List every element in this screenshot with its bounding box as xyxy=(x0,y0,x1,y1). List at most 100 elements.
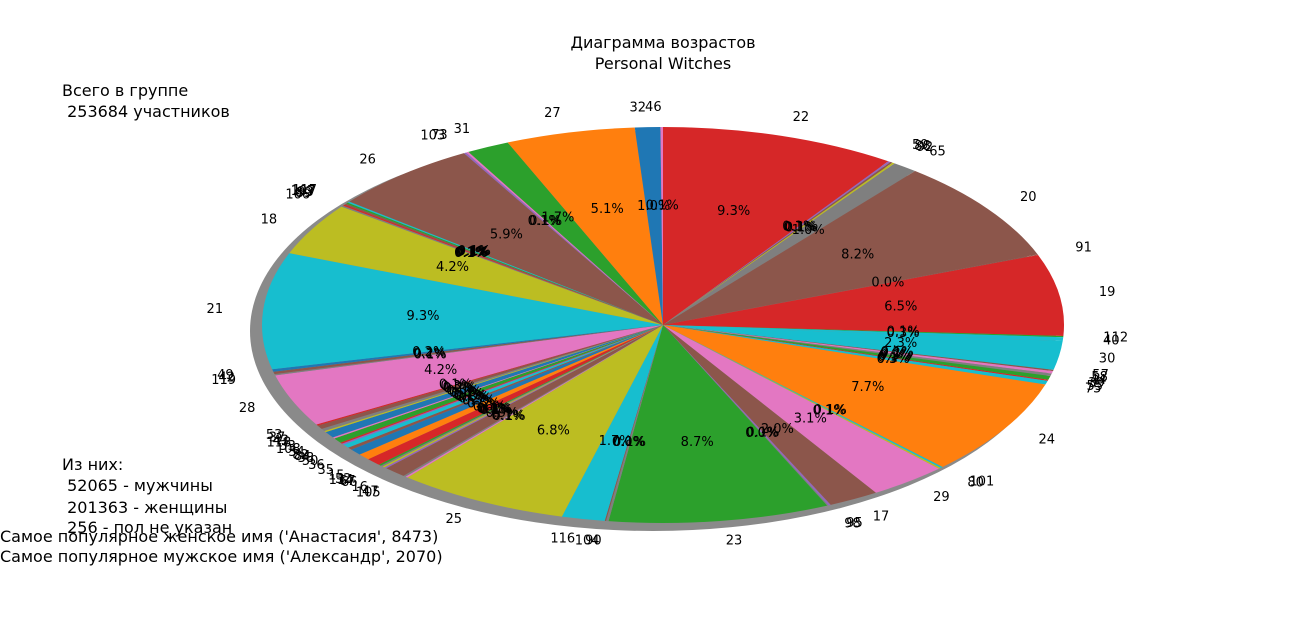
slice-percent-label: 0.1% xyxy=(784,220,817,235)
slice-percent-label: 0.5% xyxy=(467,397,500,412)
pie-percent-labels: 9.3%0.1%0.1%0.1%1.0%8.2%0.0%6.5%0.1%0.3%… xyxy=(406,199,919,450)
pie-slice-73 xyxy=(466,151,663,325)
pie-slice-27 xyxy=(507,127,663,326)
slice-percent-label: 0.5% xyxy=(446,383,479,398)
slice-percent-label: 0.1% xyxy=(881,345,914,360)
slice-percent-label: 0.0% xyxy=(745,426,778,441)
slice-percent-label: 6.5% xyxy=(884,299,917,314)
slice-category-label: 17 xyxy=(873,510,890,525)
popular-female-name: Самое популярное женское имя ('Анастасия… xyxy=(0,527,438,546)
slice-percent-label: 1.7% xyxy=(599,434,632,449)
slice-category-label: 57 xyxy=(1092,368,1109,383)
slice-category-label: 43 xyxy=(272,434,289,449)
slice-percent-label: 0.2% xyxy=(880,346,913,361)
slice-category-label: 32 xyxy=(629,100,646,115)
pie-slice-35 xyxy=(359,325,663,460)
slice-percent-label: 0.1% xyxy=(449,385,482,400)
slice-percent-label: 1.0% xyxy=(792,223,825,238)
slice-category-label: 35 xyxy=(317,463,334,478)
slice-percent-label: 0.1% xyxy=(479,403,512,418)
slice-category-label: 20 xyxy=(1020,190,1037,205)
slice-category-label: 58 xyxy=(1091,370,1108,385)
pie-slice-59 xyxy=(663,161,891,325)
slice-category-label: 50 xyxy=(302,454,319,469)
slice-percent-label: 0.2% xyxy=(442,381,475,396)
slice-percent-label: 1.0% xyxy=(637,199,670,214)
pie-slice-34 xyxy=(334,325,663,443)
slice-category-label: 49 xyxy=(217,368,234,383)
slice-percent-label: 0.3% xyxy=(878,349,911,364)
chart-title: Диаграмма возрастов xyxy=(570,33,755,52)
slice-percent-label: 0.2% xyxy=(413,346,446,361)
slice-percent-label: 0.1% xyxy=(814,403,847,418)
pie-slice-21 xyxy=(262,253,663,370)
slice-percent-label: 9.3% xyxy=(406,309,439,324)
slice-category-label: 28 xyxy=(239,401,256,416)
slice-percent-label: 0.1% xyxy=(453,388,486,403)
breakdown-heading: Из них: xyxy=(62,455,123,474)
pie-slice-28 xyxy=(275,325,663,425)
slice-percent-label: 0.1% xyxy=(457,244,490,259)
slice-percent-label: 8.7% xyxy=(681,435,714,450)
pie-slice-42 xyxy=(273,325,663,375)
slice-percent-label: 0.1% xyxy=(491,408,524,423)
slice-percent-label: 0.1% xyxy=(646,199,679,214)
pie-slice-49 xyxy=(272,325,663,372)
pie-slice-89 xyxy=(343,204,663,325)
slice-category-label: 89 xyxy=(295,186,312,201)
slice-percent-label: 8.2% xyxy=(841,248,874,263)
slice-category-label: 105 xyxy=(356,485,381,500)
slice-category-label: 33 xyxy=(279,439,296,454)
slice-percent-label: 0.2% xyxy=(459,392,492,407)
pie-slice-65 xyxy=(663,163,916,325)
slice-category-label: 116 xyxy=(550,531,575,546)
pie-slice-82 xyxy=(340,325,663,444)
slice-percent-label: 4.2% xyxy=(424,363,457,378)
pie-slice-105 xyxy=(405,325,663,478)
slice-category-label: 47 xyxy=(362,485,379,500)
slice-category-label: 24 xyxy=(1039,432,1056,447)
pie-slice-23 xyxy=(608,325,828,523)
pie-slices xyxy=(262,126,1065,523)
pie-slice-36 xyxy=(351,325,663,455)
slice-percent-label: 0.1% xyxy=(746,426,779,441)
slice-category-label: 84 xyxy=(294,449,311,464)
slice-percent-label: 1.7% xyxy=(541,211,574,226)
pie-slice-16 xyxy=(386,325,663,476)
slice-category-label: 119 xyxy=(211,373,236,388)
slice-category-label: 82 xyxy=(292,448,309,463)
slice-category-label: 59 xyxy=(912,138,929,153)
slice-category-label: 104 xyxy=(575,534,600,549)
slice-category-label: 92 xyxy=(917,140,934,155)
slice-percent-label: 0.1% xyxy=(887,324,920,339)
slice-percent-label: 0.1% xyxy=(529,214,562,229)
slice-category-label: 66 xyxy=(341,475,358,490)
slice-percent-label: 0.3% xyxy=(456,390,489,405)
slice-category-label: 88 xyxy=(914,139,931,154)
pie-slice-50 xyxy=(348,325,663,450)
unspecified-gender-count: 256 - пол не указан xyxy=(62,518,232,537)
pie-slice-55 xyxy=(663,325,1049,381)
slice-category-label: 36 xyxy=(308,458,325,473)
slice-percent-label: 0.1% xyxy=(813,404,846,419)
pie-slice-44 xyxy=(663,325,1052,377)
slice-category-label: 55 xyxy=(1087,379,1104,394)
slice-percent-label: 0.2% xyxy=(879,347,912,362)
slice-category-label: 29 xyxy=(933,490,950,505)
pie-slice-98 xyxy=(663,325,829,506)
slice-category-label: 91 xyxy=(1075,241,1092,256)
pie-slice-26 xyxy=(349,153,663,325)
pie-slice-33 xyxy=(325,325,663,438)
slice-category-label: 65 xyxy=(929,144,946,159)
slice-category-label: 40 xyxy=(1103,334,1120,349)
pie-slice-119 xyxy=(274,325,663,376)
pie-slice-88 xyxy=(663,161,893,325)
slice-category-label: 95 xyxy=(846,516,863,531)
slice-percent-label: 0.5% xyxy=(462,394,495,409)
pie-slice-19 xyxy=(663,254,1065,336)
female-count: 201363 - женщины xyxy=(62,498,227,517)
slice-category-label: 27 xyxy=(544,106,561,121)
slice-category-label: 31 xyxy=(454,122,471,137)
pie-slice-39 xyxy=(663,325,1051,380)
